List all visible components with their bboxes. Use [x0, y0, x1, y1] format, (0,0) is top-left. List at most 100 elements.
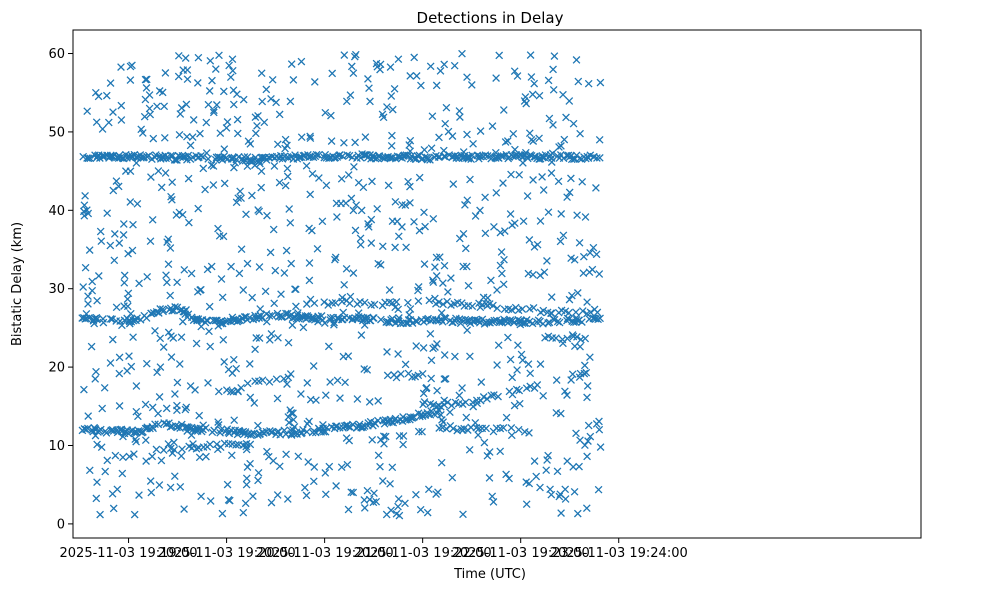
detection-point [584, 79, 593, 88]
detection-point [175, 130, 184, 139]
detection-point [588, 265, 597, 274]
detection-point [118, 469, 127, 478]
detection-point [575, 373, 584, 382]
detection-point [372, 497, 381, 506]
detection-point [117, 101, 126, 110]
detection-point [173, 278, 181, 287]
detection-point [351, 138, 359, 147]
detection-point [305, 259, 314, 267]
detection-point [490, 391, 498, 399]
detection-point [168, 449, 177, 457]
detection-point [225, 496, 234, 505]
detection-point [364, 419, 373, 427]
detection-point [374, 397, 383, 405]
detection-point [306, 134, 315, 143]
detection-point [492, 74, 500, 82]
detection-point [133, 199, 142, 208]
detection-point [134, 412, 142, 421]
y-tick-label-5: 50 [48, 125, 65, 140]
detection-point [132, 437, 140, 446]
detection-point [462, 413, 471, 422]
detection-point [169, 334, 178, 342]
detection-point [592, 184, 600, 192]
detection-point [441, 374, 450, 383]
detection-point [84, 300, 92, 308]
detection-point [91, 431, 100, 440]
detection-point [157, 183, 166, 192]
detection-point [341, 378, 349, 387]
detection-point [286, 97, 295, 106]
detection-point [173, 378, 182, 387]
detection-point [109, 186, 118, 195]
detection-point [320, 319, 329, 327]
detection-point [183, 75, 192, 84]
detection-point [469, 139, 477, 148]
detection-point [229, 355, 238, 364]
detection-point [347, 488, 356, 497]
detection-point [286, 406, 295, 414]
detection-point [595, 153, 604, 162]
detection-point [177, 420, 186, 429]
detection-point [438, 416, 446, 424]
detection-point [345, 436, 354, 445]
detection-point [121, 167, 130, 175]
detection-point [466, 352, 474, 361]
detection-point [446, 408, 454, 417]
detection-point [186, 141, 195, 150]
detection-point [492, 188, 501, 197]
detection-point [173, 303, 182, 312]
detection-point [345, 299, 354, 308]
detection-point [219, 87, 228, 96]
detection-point [459, 262, 468, 271]
detection-point [164, 440, 173, 448]
detection-point [382, 318, 391, 327]
detection-point [243, 463, 252, 471]
detection-point [529, 303, 538, 312]
detection-point [440, 261, 449, 270]
detection-point [448, 132, 457, 140]
detection-point [108, 489, 117, 498]
detection-point [202, 149, 211, 157]
detection-point [239, 508, 248, 517]
detection-point [394, 502, 402, 511]
detection-point [459, 229, 468, 238]
y-tick-label-3: 30 [48, 282, 65, 297]
detection-point [391, 197, 400, 206]
detection-point [177, 104, 186, 112]
detection-point [197, 151, 205, 160]
detection-point [513, 366, 521, 374]
detection-point [384, 181, 393, 190]
detection-point [178, 210, 187, 219]
detection-point [306, 295, 315, 304]
detection-point [297, 57, 306, 66]
detection-point [476, 206, 484, 215]
detection-point [149, 424, 157, 433]
detection-point [141, 75, 150, 84]
y-tick-label-0: 0 [57, 517, 65, 532]
detection-point [572, 315, 581, 324]
detection-point [529, 176, 537, 184]
detection-point [234, 316, 243, 325]
detection-point [269, 225, 278, 234]
detection-point [568, 291, 576, 300]
detection-point [146, 110, 155, 119]
detection-point [437, 309, 446, 317]
detection-point [82, 309, 91, 318]
detection-point [409, 154, 418, 163]
detection-point [242, 442, 251, 451]
detection-point [103, 209, 112, 218]
detection-point [306, 132, 314, 141]
detection-point [354, 309, 363, 317]
detection-point [254, 421, 262, 430]
detection-point [129, 220, 137, 229]
detection-point [314, 151, 323, 159]
detection-point [390, 84, 399, 93]
detection-point [218, 293, 227, 302]
detection-point [368, 177, 376, 186]
detection-point [125, 452, 134, 461]
detection-point [176, 110, 185, 118]
detection-point [173, 156, 181, 164]
detection-point [281, 181, 290, 190]
detection-point [380, 439, 388, 448]
detection-point [383, 371, 392, 380]
